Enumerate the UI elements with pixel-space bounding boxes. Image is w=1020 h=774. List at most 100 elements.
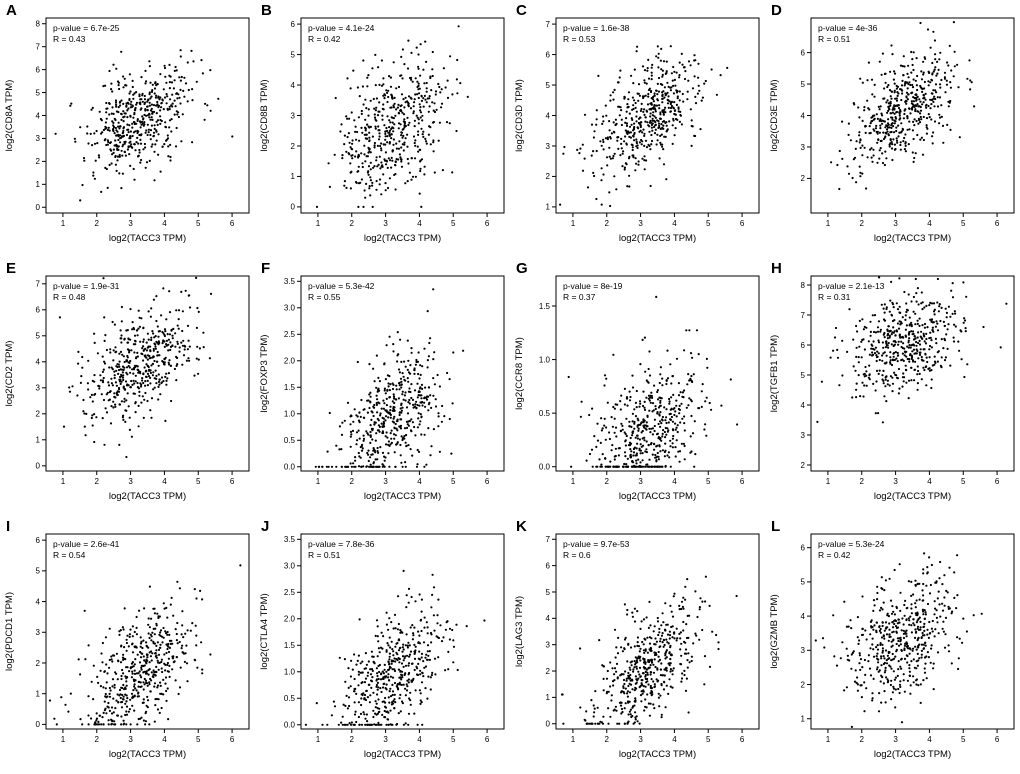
x-tick-label: 6	[995, 477, 1000, 486]
y-tick-label: 2.0	[284, 615, 296, 624]
scatter-panel-J: J 1 2 3 4 5 6 0.0 0.5 1.0 1.5 2.0 2.5 3.0 3.5 log2(TACC…	[255, 516, 510, 774]
x-tick-label: 2	[605, 219, 610, 228]
x-tick-label: 2	[860, 735, 865, 744]
y-tick-label: 1.0	[284, 410, 296, 419]
scatter-points	[814, 552, 983, 728]
y-tick-label: 5	[291, 50, 296, 59]
r-annotation: R = 0.55	[308, 292, 341, 302]
pvalue-annotation: p-value = 2.1e-13	[818, 281, 885, 291]
scatter-points	[816, 276, 1008, 424]
x-tick-label: 6	[230, 219, 235, 228]
x-tick-label: 2	[605, 477, 610, 486]
x-tick-label: 3	[638, 735, 643, 744]
y-tick-label: 3.0	[284, 562, 296, 571]
y-tick-label: 2	[36, 410, 41, 419]
y-axis-label: log2(CD3D TPM)	[514, 79, 525, 152]
x-tick-label: 5	[706, 477, 711, 486]
panel-letter: H	[771, 260, 782, 277]
y-tick-label: 6	[801, 48, 806, 57]
scatter-panel-C: C 1 2 3 4 5 6 1 2 3 4 5 6 7 log2(TACC3 TPM) log2(CD3D T…	[510, 0, 765, 258]
scatter-panel-F: F 1 2 3 4 5 6 0.0 0.5 1.0 1.5 2.0 2.5 3.0 3.5 log2(TACC…	[255, 258, 510, 516]
pvalue-annotation: p-value = 7.8e-36	[308, 539, 375, 549]
y-tick-label: 0.5	[539, 409, 551, 418]
y-tick-label: 6	[546, 561, 551, 570]
x-tick-label: 6	[740, 735, 745, 744]
x-tick-label: 4	[672, 735, 677, 744]
y-tick-label: 1	[546, 693, 551, 702]
y-tick-label: 3	[801, 431, 806, 440]
x-tick-label: 1	[826, 735, 831, 744]
y-tick-label: 3	[36, 134, 41, 143]
scatter-svg-G: G 1 2 3 4 5 6 0.0 0.5 1.0 1.5 log2(TACC3 TPM) log2(C…	[514, 260, 760, 502]
x-tick-label: 1	[826, 477, 831, 486]
x-axis-label: log2(TACC3 TPM)	[109, 233, 186, 244]
scatter-panel-D: D 1 2 3 4 5 6 2 3 4 5 6 log2(TACC3 TPM) log2(CD3E TPM…	[765, 0, 1020, 258]
y-tick-label: 1	[36, 689, 41, 698]
x-tick-label: 3	[638, 219, 643, 228]
x-tick-label: 5	[706, 735, 711, 744]
y-tick-label: 2	[36, 659, 41, 668]
x-tick-label: 5	[961, 735, 966, 744]
x-axis-label: log2(TACC3 TPM)	[619, 233, 696, 244]
scatter-points	[560, 575, 738, 725]
y-axis-label: log2(CCR8 TPM)	[514, 337, 525, 410]
x-axis-label: log2(TACC3 TPM)	[364, 233, 441, 244]
scatter-svg-A: A 1 2 3 4 5 6 0 1 2 3 4 5 6 7 8 log2(TACC3 TPM) log2(CD8A…	[4, 2, 250, 244]
y-tick-label: 4	[36, 111, 41, 120]
y-tick-label: 0	[36, 203, 41, 212]
y-tick-label: 5	[36, 88, 41, 97]
scatter-panel-B: B 1 2 3 4 5 6 0 1 2 3 4 5 6 log2(TACC3 TPM) log2(CD8B T…	[255, 0, 510, 258]
y-tick-label: 2.0	[284, 357, 296, 366]
scatter-svg-J: J 1 2 3 4 5 6 0.0 0.5 1.0 1.5 2.0 2.5 3.0 3.5 log2(TACC…	[259, 518, 505, 760]
y-tick-label: 2	[291, 142, 296, 151]
panel-letter: L	[771, 518, 780, 535]
y-tick-label: 6	[801, 543, 806, 552]
x-tick-label: 4	[672, 219, 677, 228]
y-axis-label: log2(CTLA4 TPM)	[259, 593, 270, 669]
scatter-svg-K: K 1 2 3 4 5 6 0 1 2 3 4 5 6 7 log2(TACC3 TPM) log2(LAG3 …	[514, 518, 760, 760]
r-annotation: R = 0.43	[53, 34, 86, 44]
y-tick-label: 5	[546, 81, 551, 90]
x-tick-label: 2	[860, 219, 865, 228]
x-tick-label: 2	[860, 477, 865, 486]
y-tick-label: 3.5	[284, 535, 296, 544]
y-tick-label: 5	[36, 332, 41, 341]
scatter-points	[559, 45, 729, 208]
scatter-points	[304, 569, 486, 726]
y-tick-label: 6	[36, 536, 41, 545]
panel-letter: I	[6, 518, 10, 535]
scatter-svg-H: H 1 2 3 4 5 6 2 3 4 5 6 7 8 log2(TACC3 TPM) log2(TGFB1 …	[769, 260, 1015, 502]
y-tick-label: 7	[546, 535, 551, 544]
y-tick-label: 5	[801, 578, 806, 587]
y-tick-label: 6	[36, 306, 41, 315]
y-tick-label: 1.0	[539, 355, 551, 364]
x-tick-label: 1	[826, 219, 831, 228]
y-tick-label: 3	[291, 111, 296, 120]
x-tick-label: 5	[451, 735, 456, 744]
panel-letter: D	[771, 2, 782, 19]
x-tick-label: 3	[893, 219, 898, 228]
r-annotation: R = 0.53	[563, 34, 596, 44]
y-tick-label: 4	[291, 81, 296, 90]
scatter-points	[567, 295, 739, 468]
x-tick-label: 6	[230, 735, 235, 744]
y-tick-label: 2	[801, 174, 806, 183]
pvalue-annotation: p-value = 4e-36	[818, 23, 878, 33]
x-tick-label: 4	[417, 735, 422, 744]
r-annotation: R = 0.48	[53, 292, 86, 302]
x-tick-label: 6	[740, 477, 745, 486]
x-tick-label: 1	[316, 735, 321, 744]
x-tick-label: 4	[162, 219, 167, 228]
x-tick-label: 1	[571, 735, 576, 744]
x-tick-label: 4	[927, 219, 932, 228]
y-tick-label: 6	[291, 20, 296, 29]
y-tick-label: 2	[36, 157, 41, 166]
y-tick-label: 2	[546, 172, 551, 181]
x-tick-label: 4	[162, 477, 167, 486]
y-tick-label: 1	[546, 203, 551, 212]
y-axis-label: log2(CD3E TPM)	[769, 79, 780, 151]
x-tick-label: 2	[95, 219, 100, 228]
scatter-panel-H: H 1 2 3 4 5 6 2 3 4 5 6 7 8 log2(TACC3 TPM) log2(TGFB1 …	[765, 258, 1020, 516]
x-tick-label: 6	[995, 219, 1000, 228]
